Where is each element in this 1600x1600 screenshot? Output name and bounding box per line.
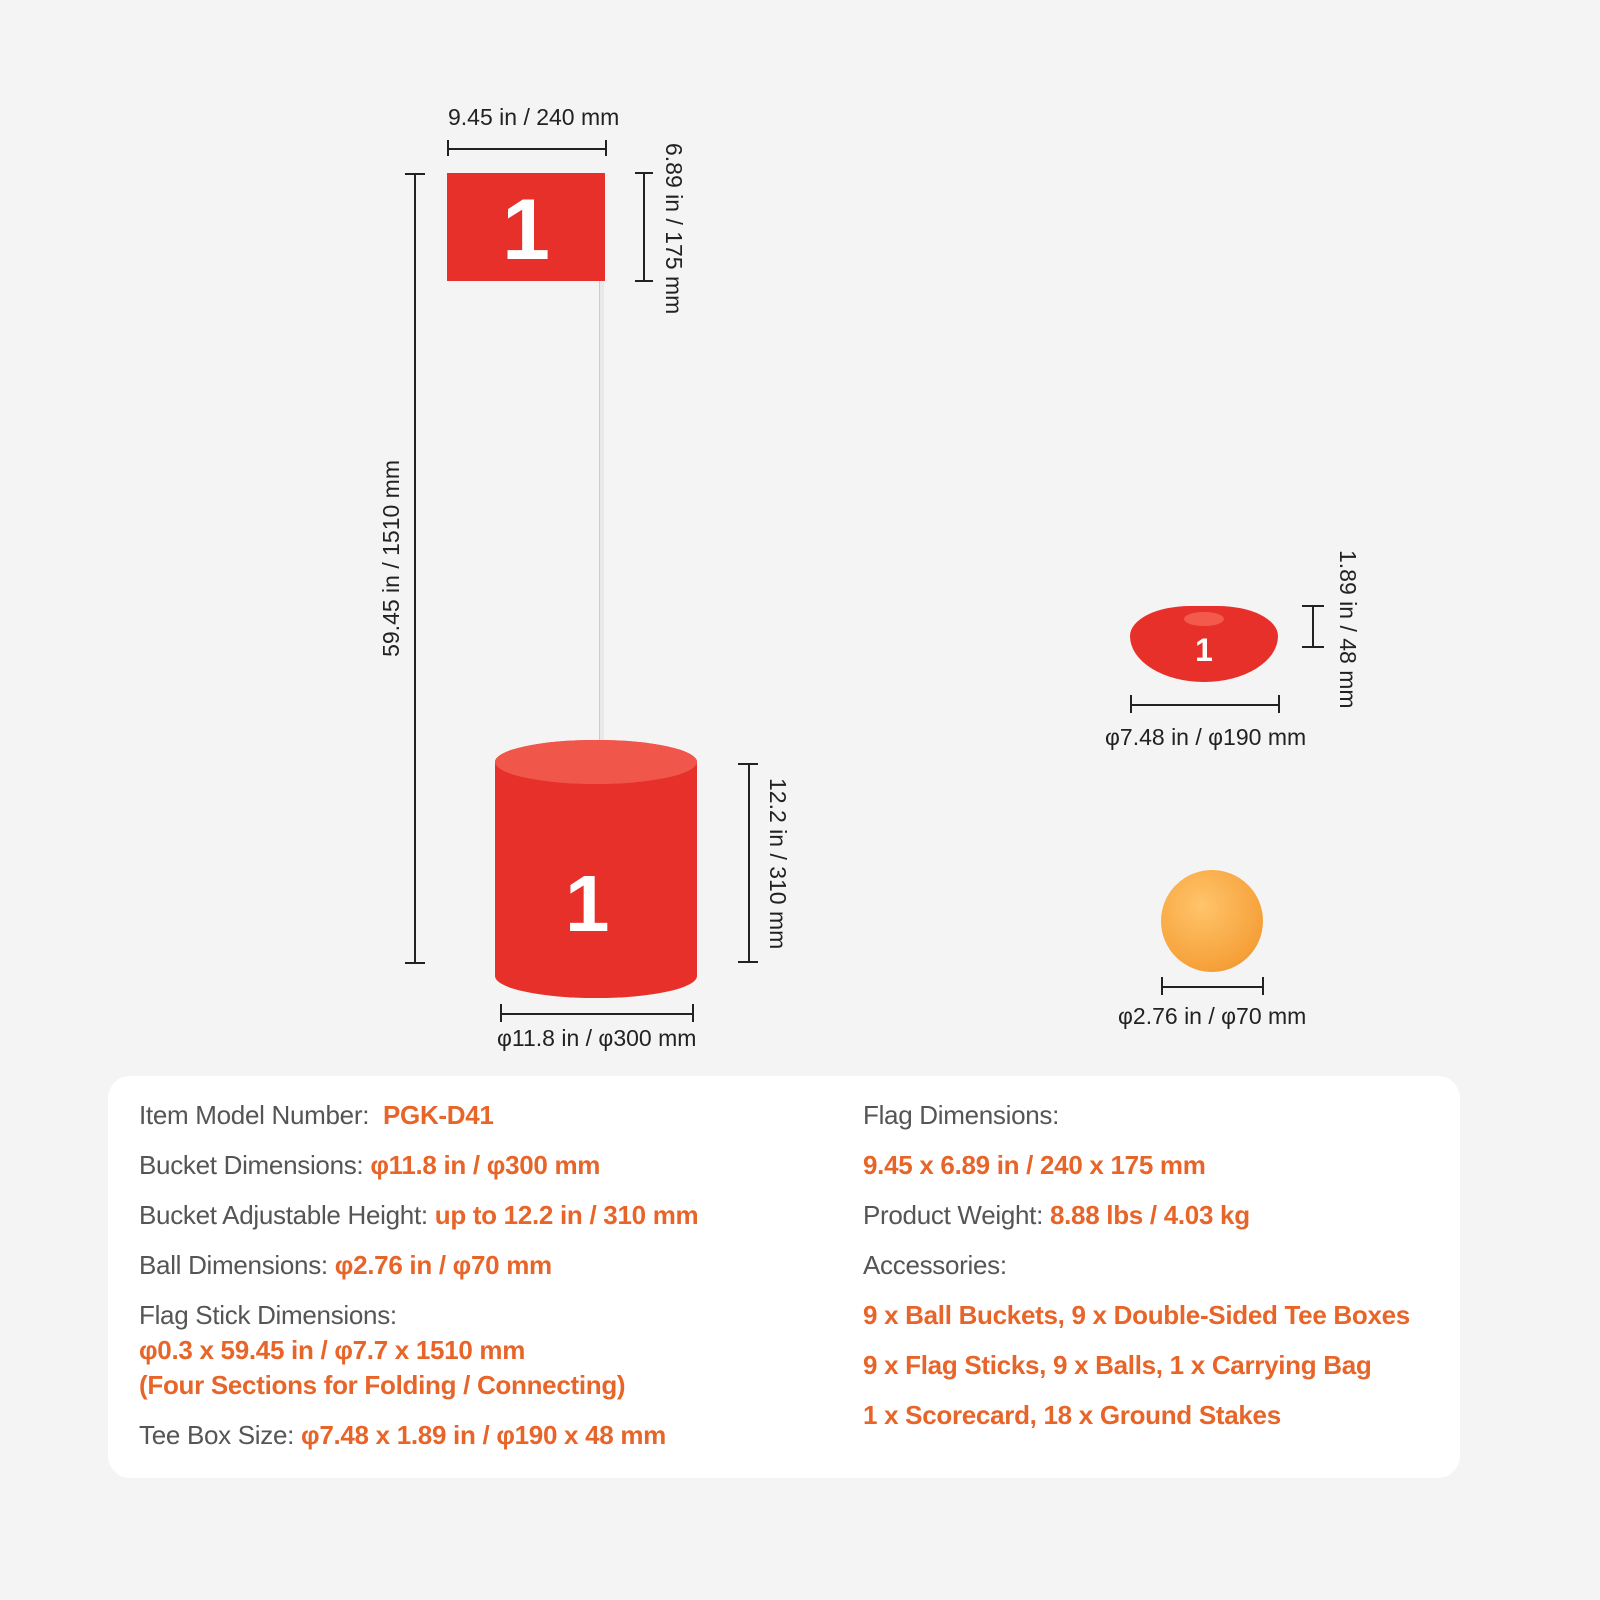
tee-height-line [1312,605,1314,647]
flag-number: 1 [502,182,550,278]
ball-diameter-line [1161,986,1264,988]
tick [1302,646,1324,648]
tick [738,961,758,963]
tee-hole [1184,612,1224,626]
flag-stick [599,281,604,791]
spec-label: Bucket Dimensions: [139,1150,364,1180]
tick [692,1004,694,1022]
bucket-image: 1 [495,740,697,998]
spec-bucket-dimensions: Bucket Dimensions: φ11.8 in / φ300 mm [139,1150,600,1181]
tick [405,173,425,175]
flag-width-label: 9.45 in / 240 mm [448,104,620,130]
tick [1130,695,1132,713]
spec-bucket-height: Bucket Adjustable Height: up to 12.2 in … [139,1200,699,1231]
flag-height-label: 6.89 in / 175 mm [661,143,687,315]
spec-value: 8.88 lbs / 4.03 kg [1049,1200,1250,1230]
tee-height-label: 1.89 in / 48 mm [1335,550,1361,709]
spec-value: φ2.76 in / φ70 mm [334,1250,552,1280]
ball-image [1161,870,1263,972]
spec-stick-note: (Four Sections for Folding / Connecting) [139,1370,626,1400]
spec-accessories-label: Accessories: [863,1250,1007,1280]
tee-diameter-line [1130,704,1280,706]
spec-ball-dimensions: Ball Dimensions: φ2.76 in / φ70 mm [139,1250,552,1281]
bucket-diameter-label: φ11.8 in / φ300 mm [497,1025,697,1051]
tee-box-image: 1 [1130,606,1278,682]
tick [447,140,449,156]
spec-card: Item Model Number: PGK-D41 Bucket Dimens… [108,1076,1460,1478]
spec-flag-value: 9.45 x 6.89 in / 240 x 175 mm [863,1150,1206,1180]
tee-diameter-label: φ7.48 in / φ190 mm [1105,724,1307,750]
spec-label: Bucket Adjustable Height: [139,1200,428,1230]
spec-value: PGK-D41 [382,1100,494,1130]
bucket-height-line [748,763,750,963]
tick [635,172,653,174]
stick-height-line [414,173,416,963]
spec-label: Ball Dimensions: [139,1250,328,1280]
flag-height-line [643,172,645,282]
spec-model: Item Model Number: PGK-D41 [139,1100,494,1131]
spec-label: Item Model Number: [139,1100,370,1130]
flag-width-line [447,148,607,150]
spec-value: φ11.8 in / φ300 mm [370,1150,601,1180]
bucket-number: 1 [565,859,610,948]
spec-stick-label: Flag Stick Dimensions: [139,1300,397,1330]
tick [1161,977,1163,995]
tick [1302,605,1324,607]
ball-diameter-label: φ2.76 in / φ70 mm [1118,1003,1307,1029]
bucket-diameter-line [500,1013,694,1015]
spec-tee-box-size: Tee Box Size: φ7.48 x 1.89 in / φ190 x 4… [139,1420,666,1451]
tee-number: 1 [1195,632,1213,668]
tick [500,1004,502,1022]
tick [405,962,425,964]
bucket-rim [495,740,697,784]
spec-label: Product Weight: [863,1200,1044,1230]
stick-height-label: 59.45 in / 1510 mm [378,460,404,657]
accessory-item: 9 x Ball Buckets, 9 x Double-Sided Tee B… [863,1300,1410,1330]
flag-image: 1 [447,173,605,281]
spec-stick-value: φ0.3 x 59.45 in / φ7.7 x 1510 mm [139,1335,526,1365]
tick [605,140,607,156]
spec-value: up to 12.2 in / 310 mm [434,1200,699,1230]
accessory-item: 1 x Scorecard, 18 x Ground Stakes [863,1400,1281,1430]
spec-flag-label: Flag Dimensions: [863,1100,1060,1130]
spec-weight: Product Weight: 8.88 lbs / 4.03 kg [863,1200,1250,1231]
tick [1278,695,1280,713]
accessory-item: 9 x Flag Sticks, 9 x Balls, 1 x Carrying… [863,1350,1372,1380]
tick [1262,977,1264,995]
bucket-height-label: 12.2 in / 310 mm [765,778,791,950]
spec-label: Tee Box Size: [139,1420,295,1450]
tick [635,280,653,282]
spec-value: φ7.48 x 1.89 in / φ190 x 48 mm [301,1420,666,1450]
tick [738,763,758,765]
